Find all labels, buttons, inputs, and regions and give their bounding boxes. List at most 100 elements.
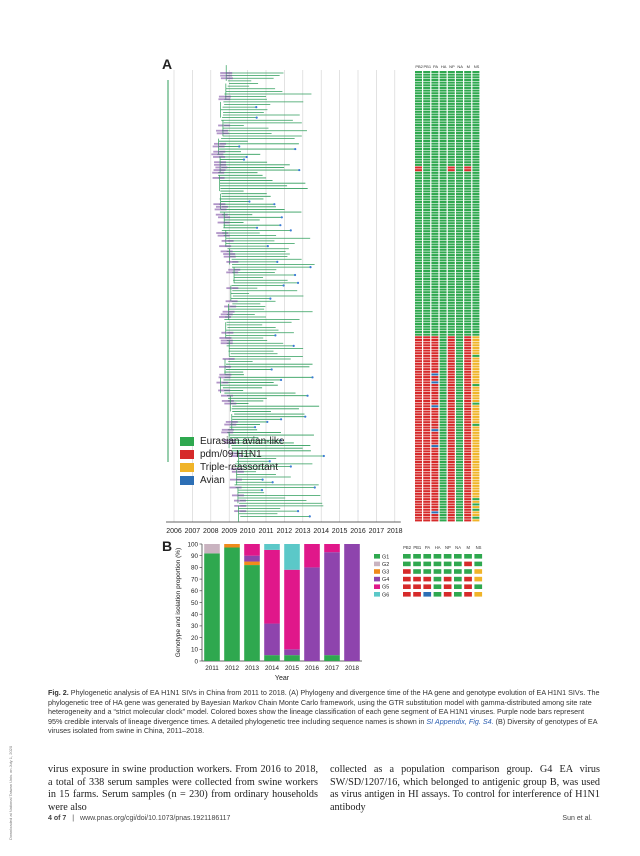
gene-lineage-cell [431, 277, 439, 280]
gene-lineage-cell [447, 137, 455, 140]
caption-text-b: (B) Diversity of genotypes of EA viruses… [48, 716, 598, 736]
gene-lineage-cell [472, 124, 480, 127]
gene-lineage-cell [423, 474, 431, 477]
gene-lineage-cell [431, 254, 439, 257]
gene-lineage-cell [415, 240, 422, 243]
node-ci-bar [212, 145, 225, 148]
gene-lineage-cell [415, 487, 422, 490]
gene-lineage-cell [439, 179, 447, 182]
gene-lineage-cell [431, 453, 439, 456]
tree-tip [255, 116, 258, 119]
gene-lineage-cell [472, 137, 480, 140]
gene-lineage-cell [464, 323, 472, 326]
gene-lineage-cell [431, 495, 439, 498]
gene-lineage-cell [472, 437, 480, 440]
gene-lineage-cell [456, 437, 463, 440]
gene-lineage-cell [464, 413, 472, 416]
gene-lineage-cell [464, 397, 472, 400]
gene-lineage-cell [415, 368, 422, 371]
gene-lineage-cell [423, 264, 431, 267]
gene-lineage-cell [415, 492, 422, 495]
y-tick-label: 30 [191, 623, 199, 630]
gene-lineage-cell [423, 471, 431, 474]
gene-lineage-cell [431, 92, 439, 95]
gene-lineage-cell [423, 126, 431, 129]
gene-lineage-cell [431, 479, 439, 482]
gene-lineage-cell [464, 248, 472, 251]
bar-segment-g1 [204, 553, 220, 661]
gene-lineage-cell [456, 254, 463, 257]
gene-lineage-cell [472, 304, 480, 307]
gene-lineage-cell [447, 238, 455, 241]
gene-lineage-cell [439, 86, 447, 89]
gene-lineage-cell [415, 519, 422, 522]
gene-lineage-cell [431, 240, 439, 243]
gene-lineage-cell [472, 76, 480, 79]
doi-link[interactable]: www.pnas.org/cgi/doi/10.1073/pnas.192118… [80, 815, 231, 822]
gene-lineage-cell [472, 100, 480, 103]
gene-lineage-cell [415, 330, 422, 334]
gene-lineage-cell [423, 145, 431, 148]
gene-lineage-cell [431, 450, 439, 453]
y-tick-label: 60 [191, 588, 199, 595]
gene-lineage-cell [464, 405, 472, 408]
gene-lineage-cell [447, 243, 455, 246]
genotype-segment-cell [464, 561, 472, 567]
gene-lineage-cell [423, 301, 431, 304]
gene-lineage-cell [464, 453, 472, 456]
node-ci-bar [221, 394, 234, 397]
gene-lineage-cell [472, 373, 480, 376]
bar-segment-g5 [284, 569, 300, 650]
gene-lineage-cell [423, 320, 431, 323]
si-appendix-link[interactable]: SI Appendix, Fig. S4. [426, 716, 494, 726]
gene-lineage-cell [431, 124, 439, 127]
gene-lineage-cell [447, 463, 455, 466]
node-ci-bar [224, 423, 237, 426]
gene-column-label: PB2 [415, 64, 423, 69]
gene-lineage-cell [447, 309, 455, 312]
gene-lineage-cell [423, 296, 431, 299]
gene-lineage-cell [431, 113, 439, 116]
gene-lineage-cell [464, 386, 472, 389]
gene-lineage-cell [423, 445, 431, 448]
gene-lineage-cell [456, 293, 463, 296]
gene-lineage-cell [439, 100, 447, 103]
genotype-segment-cell [403, 592, 411, 597]
gene-lineage-cell [415, 185, 422, 188]
gene-lineage-cell [431, 216, 439, 219]
gene-lineage-cell [472, 232, 480, 235]
gene-lineage-cell [415, 166, 422, 169]
gene-lineage-cell [447, 381, 455, 384]
gene-lineage-cell [439, 304, 447, 307]
year-tick-label: 2009 [221, 528, 237, 535]
gene-lineage-cell [431, 323, 439, 326]
gene-lineage-cell [415, 299, 422, 302]
gene-lineage-cell [431, 362, 439, 365]
node-ci-bar [225, 300, 238, 303]
gene-lineage-cell [423, 463, 431, 466]
gene-lineage-cell [423, 198, 431, 201]
gene-lineage-cell [431, 262, 439, 265]
gene-lineage-cell [447, 346, 455, 349]
gene-lineage-cell [456, 235, 463, 238]
node-ci-bar [219, 245, 232, 248]
gene-lineage-cell [423, 495, 431, 498]
gene-lineage-cell [472, 500, 480, 503]
page-number: 4 of 7 [48, 815, 67, 822]
gene-lineage-cell [423, 169, 431, 172]
gene-lineage-cell [439, 307, 447, 310]
gene-lineage-cell [464, 447, 472, 450]
gene-lineage-cell [431, 182, 439, 185]
gene-lineage-cell [431, 272, 439, 275]
gene-lineage-cell [439, 264, 447, 267]
genotype-label: G1 [382, 554, 389, 560]
gene-lineage-cell [415, 484, 422, 487]
gene-lineage-cell [464, 508, 472, 511]
gene-lineage-cell [447, 506, 455, 509]
genotype-segment-cell [403, 569, 411, 574]
gene-lineage-cell [447, 224, 455, 227]
gene-lineage-cell [415, 500, 422, 503]
gene-lineage-cell [464, 232, 472, 235]
gene-lineage-cell [464, 174, 472, 177]
